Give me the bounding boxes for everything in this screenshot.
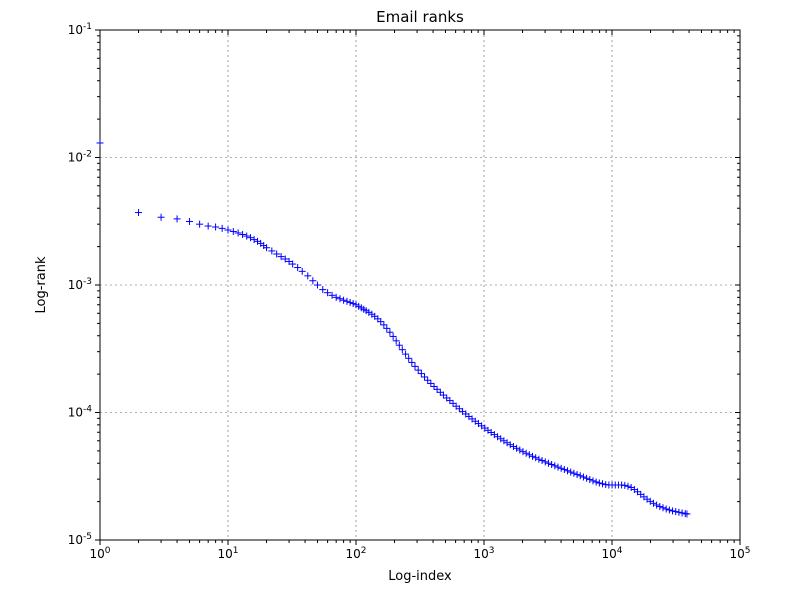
y-tick-label: 10-1 bbox=[68, 22, 92, 37]
y-tick-label: 10-2 bbox=[68, 150, 92, 165]
x-tick-label: 105 bbox=[729, 546, 750, 561]
y-tick-label: 10-5 bbox=[68, 532, 92, 547]
x-tick-label: 103 bbox=[473, 546, 494, 561]
chart-container: { "chart": { "type": "scatter", "title":… bbox=[0, 0, 800, 600]
x-tick-label: 102 bbox=[345, 546, 366, 561]
x-axis-label: Log-index bbox=[388, 569, 452, 584]
email-ranks-chart: 100 101 102 103 104 105 10-5 10-4 10-3 10-2 10-1 Em… bbox=[0, 0, 800, 600]
y-tick-label: 10-3 bbox=[68, 277, 92, 292]
x-tick-label: 101 bbox=[217, 546, 238, 561]
x-tick-label: 100 bbox=[89, 546, 110, 561]
chart-title: Email ranks bbox=[376, 8, 464, 26]
x-tick-label: 104 bbox=[601, 546, 622, 561]
y-axis-label: Log-rank bbox=[34, 256, 49, 313]
y-tick-label: 10-4 bbox=[68, 405, 93, 420]
